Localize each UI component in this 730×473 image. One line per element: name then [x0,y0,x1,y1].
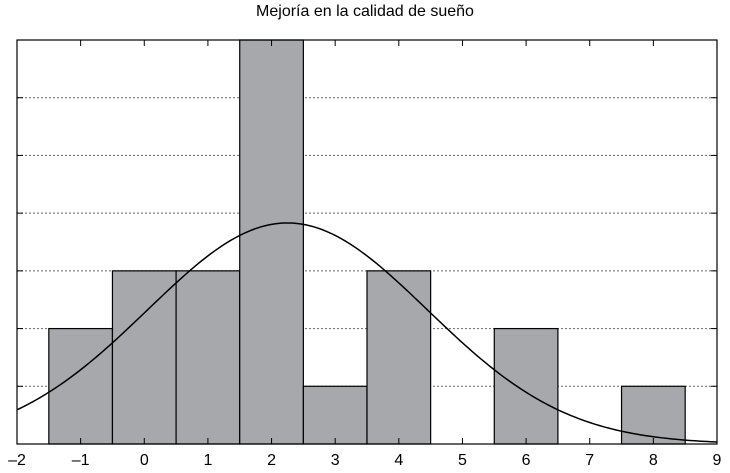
histogram-bar [111,270,177,445]
x-tick-label: 5 [458,452,467,469]
histogram-bar [302,385,368,445]
x-tick-label: –2 [8,452,26,469]
histogram-bar [48,327,114,445]
x-tick-label: –1 [72,452,90,469]
tick-labels-layer: –2 –1 0 1 2 3 4 5 6 7 8 9 [8,452,721,469]
x-tick-label: 8 [649,452,658,469]
axes-layer [16,39,718,445]
x-tick-label: 2 [267,452,276,469]
histogram-bar [620,385,686,445]
curve-layer [16,222,718,443]
x-tick-label: 9 [713,452,722,469]
x-tick-label: 6 [522,452,531,469]
histogram-bar [175,270,241,445]
x-tick-label: 3 [331,452,340,469]
x-tick-label: 1 [203,452,212,469]
bars-layer [48,39,686,445]
x-tick-label: 7 [585,452,594,469]
histogram-bar [366,270,432,445]
x-tick-label: 4 [394,452,403,469]
normal-curve [16,222,718,443]
chart-title: Mejoría en la calidad de sueño [256,3,474,20]
histogram-bar [493,327,559,445]
x-tick-label: 0 [140,452,149,469]
histogram-bar [239,39,304,445]
plot-frame [16,39,718,445]
